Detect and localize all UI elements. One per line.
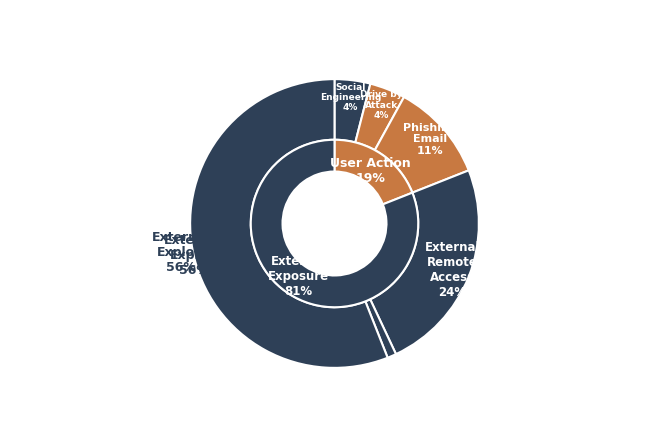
Wedge shape: [365, 299, 396, 358]
Wedge shape: [355, 84, 404, 150]
Text: External
Remote
Access
24%: External Remote Access 24%: [425, 241, 480, 299]
Text: Drive by
Attack
4%: Drive by Attack 4%: [360, 90, 403, 120]
Wedge shape: [370, 170, 479, 354]
Wedge shape: [375, 97, 469, 193]
Wedge shape: [334, 140, 412, 204]
Text: User Action
19%: User Action 19%: [330, 157, 411, 185]
Text: External
Exploit
56%: External Exploit 56%: [152, 231, 211, 274]
Text: External
Exploit
56%: External Exploit 56%: [165, 235, 223, 278]
Text: External
Exposure
81%: External Exposure 81%: [268, 254, 329, 298]
Wedge shape: [190, 79, 387, 368]
Text: Phishing
Email
11%: Phishing Email 11%: [403, 123, 457, 156]
Wedge shape: [334, 79, 371, 143]
Text: Social
Engineering
4%: Social Engineering 4%: [320, 83, 381, 112]
Wedge shape: [251, 140, 418, 307]
